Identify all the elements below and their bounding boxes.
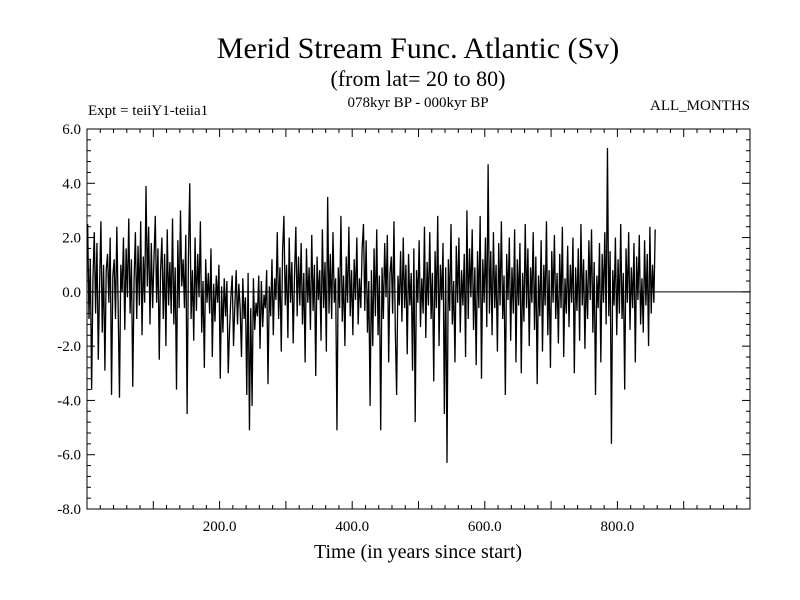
x-tick-label: 200.0	[203, 519, 237, 535]
x-tick-label: 800.0	[601, 519, 635, 535]
plot-area	[87, 147, 750, 463]
x-axis-label: Time (in years since start)	[314, 541, 522, 563]
y-tick-label: 2.0	[62, 231, 81, 247]
y-tick-label: 0.0	[62, 285, 81, 301]
y-tick-label: -2.0	[57, 339, 81, 355]
y-tick-label: -4.0	[57, 393, 81, 409]
chart-title: Merid Stream Func. Atlantic (Sv)	[217, 32, 619, 65]
y-tick-label: -6.0	[57, 448, 81, 464]
y-tick-label: 4.0	[62, 176, 81, 192]
experiment-label: Expt = teiiY1-teiia1	[88, 103, 208, 119]
x-tick-label: 600.0	[468, 519, 502, 535]
months-label: ALL_MONTHS	[650, 98, 750, 114]
y-tick-label: 6.0	[62, 122, 81, 138]
axes: 200.0 400.0 600.0 800.0 6.0 4.0 2.0 0.0 -2.0 -4.0…	[57, 122, 751, 535]
series-line-0	[87, 147, 656, 463]
chart-subtitle: (from lat= 20 to 80)	[331, 66, 506, 91]
period-label: 078kyr BP - 000kyr BP	[347, 95, 488, 111]
y-tick-label: -8.0	[57, 502, 81, 518]
x-tick-label: 400.0	[335, 519, 369, 535]
